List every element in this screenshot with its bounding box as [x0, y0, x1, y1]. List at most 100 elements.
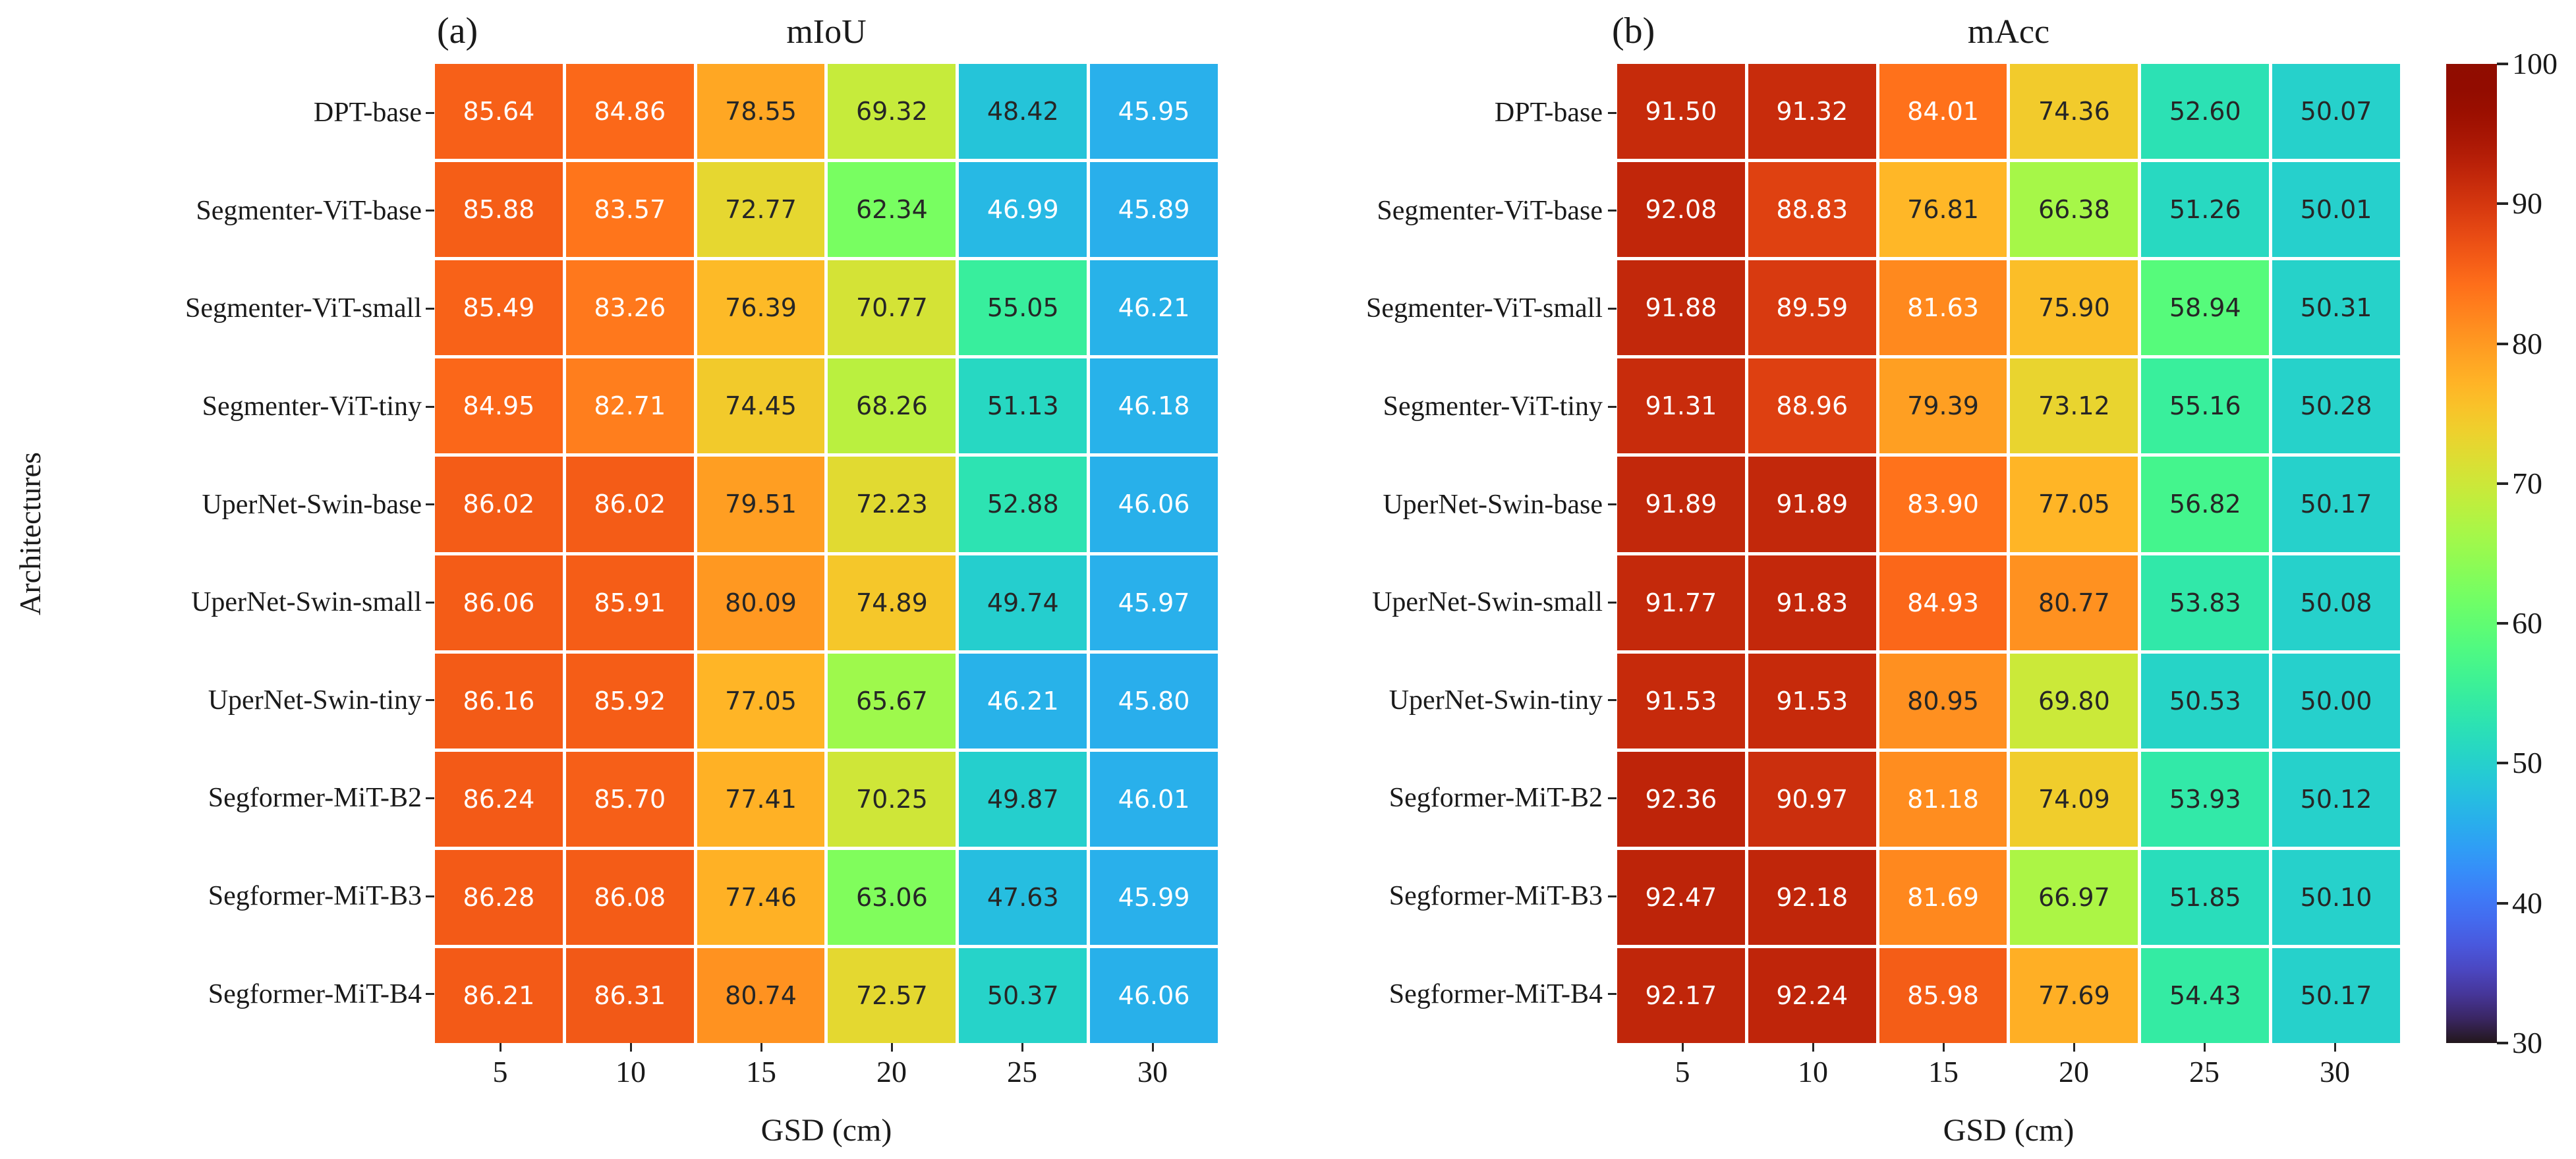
colorbar-tick-label: 90 — [2512, 186, 2542, 221]
row-label: Segformer-MiT-B2 — [1388, 783, 1603, 814]
heatmap-cell: 92.47 — [1617, 849, 1745, 945]
heatmap-cell: 51.13 — [959, 358, 1087, 454]
row-label: Segformer-MiT-B2 — [208, 783, 422, 814]
x-tick-label: 30 — [1137, 1055, 1168, 1088]
heatmap-cell: 50.12 — [2272, 751, 2400, 847]
x-tick-mark — [760, 1043, 762, 1052]
y-tick-mark — [1608, 797, 1617, 799]
heatmap-cell: 46.18 — [1090, 358, 1218, 454]
heatmap-cell: 81.63 — [1879, 260, 2007, 356]
x-tick-mark — [1151, 1043, 1154, 1052]
heatmap-cell: 65.67 — [828, 653, 956, 749]
x-tick-label: 5 — [492, 1055, 508, 1088]
heatmap-cell: 46.99 — [959, 162, 1087, 258]
x-tick-mark — [499, 1043, 501, 1052]
heatmap-cell: 50.17 — [2272, 457, 2400, 552]
heatmap-cell: 55.05 — [959, 260, 1087, 356]
heatmap-cell: 80.77 — [2010, 555, 2138, 650]
heatmap-cell: 45.80 — [1090, 653, 1218, 749]
heatmap-cell: 85.98 — [1879, 947, 2007, 1043]
colorbar-tick-mark — [2497, 342, 2508, 345]
heatmap-cell: 80.09 — [697, 555, 825, 650]
heatmap-cell: 55.16 — [2141, 358, 2270, 454]
heatmap-cell: 74.09 — [2010, 751, 2138, 847]
y-tick-mark — [1608, 601, 1617, 604]
heatmap-cell: 54.43 — [2141, 947, 2270, 1043]
heatmap-cell: 91.89 — [1748, 457, 1876, 552]
heatmap-cell: 50.08 — [2272, 555, 2400, 650]
x-tick-mark — [2203, 1043, 2206, 1052]
heatmap-cell: 63.06 — [828, 849, 956, 945]
heatmap-cell: 91.53 — [1748, 653, 1876, 749]
heatmap-cell: 86.28 — [435, 849, 563, 945]
heatmap-cell: 68.26 — [828, 358, 956, 454]
colorbar-tick-label: 40 — [2512, 886, 2542, 920]
heatmap-cell: 69.80 — [2010, 653, 2138, 749]
x-tick-mark — [629, 1043, 632, 1052]
x-tick-mark — [1812, 1043, 1814, 1052]
row-label: Segmenter-ViT-base — [1377, 195, 1603, 226]
heatmap-cell: 83.26 — [565, 260, 694, 356]
x-tick-label: 20 — [876, 1055, 907, 1088]
heatmap-cell: 50.31 — [2272, 260, 2400, 356]
heatmap-cell: 85.88 — [435, 162, 563, 258]
heatmap-cell: 53.83 — [2141, 555, 2270, 650]
row-label: UperNet-Swin-tiny — [208, 685, 422, 716]
panel-b-tag: (b) — [1612, 11, 1655, 51]
heatmap-cell: 46.06 — [1090, 947, 1218, 1043]
heatmap-cell: 82.71 — [565, 358, 694, 454]
heatmap-cell: 50.07 — [2272, 64, 2400, 159]
row-label: Segformer-MiT-B4 — [208, 978, 422, 1009]
heatmap-cell: 77.41 — [697, 751, 825, 847]
y-tick-mark — [426, 895, 434, 897]
y-tick-mark — [1608, 503, 1617, 506]
heatmap-cell: 84.93 — [1879, 555, 2007, 650]
colorbar-tick-label: 60 — [2512, 606, 2542, 640]
heatmap-cell: 77.46 — [697, 849, 825, 945]
heatmap-cell: 49.87 — [959, 751, 1087, 847]
heatmap-cell: 76.81 — [1879, 162, 2007, 258]
y-tick-mark — [1608, 405, 1617, 408]
row-label: Segformer-MiT-B3 — [1388, 881, 1603, 912]
heatmap-cell: 77.05 — [2010, 457, 2138, 552]
heatmap-cell: 62.34 — [828, 162, 956, 258]
row-label: UperNet-Swin-small — [1372, 587, 1603, 618]
heatmap-grid-macc: 91.50 91.32 84.01 74.36 52.60 50.07 92.08 88.83… — [1617, 64, 2400, 1043]
heatmap-cell: 49.74 — [959, 555, 1087, 650]
heatmap-cell: 56.82 — [2141, 457, 2270, 552]
heatmap-cell: 86.08 — [565, 849, 694, 945]
x-tick-label: 10 — [615, 1055, 646, 1088]
heatmap-cell: 81.69 — [1879, 849, 2007, 945]
heatmap-cell: 92.08 — [1617, 162, 1745, 258]
row-label: Segformer-MiT-B3 — [208, 881, 422, 912]
heatmap-cell: 46.21 — [1090, 260, 1218, 356]
heatmap-cell: 45.89 — [1090, 162, 1218, 258]
heatmap-cell: 91.53 — [1617, 653, 1745, 749]
row-label: Segmenter-ViT-tiny — [202, 391, 422, 422]
heatmap-cell: 51.85 — [2141, 849, 2270, 945]
y-tick-mark — [426, 210, 434, 212]
heatmap-cell: 77.69 — [2010, 947, 2138, 1043]
panel-a-title: mIoU — [786, 13, 867, 51]
heatmap-cell: 51.26 — [2141, 162, 2270, 258]
heatmap-cell: 91.77 — [1617, 555, 1745, 650]
heatmap-cell: 90.97 — [1748, 751, 1876, 847]
y-tick-mark — [1608, 111, 1617, 114]
y-tick-mark — [426, 405, 434, 408]
row-label: Segformer-MiT-B4 — [1388, 978, 1603, 1009]
heatmap-cell: 75.90 — [2010, 260, 2138, 356]
heatmap-cell: 45.95 — [1090, 64, 1218, 159]
row-label: DPT-base — [1494, 98, 1603, 128]
colorbar-tick-label: 80 — [2512, 326, 2542, 360]
heatmap-cell: 70.25 — [828, 751, 956, 847]
heatmap-cell: 79.39 — [1879, 358, 2007, 454]
heatmap-cell: 78.55 — [697, 64, 825, 159]
y-tick-mark — [1608, 210, 1617, 212]
y-tick-mark — [426, 797, 434, 799]
heatmap-cell: 50.37 — [959, 947, 1087, 1043]
heatmap-cell: 74.45 — [697, 358, 825, 454]
row-label: Segmenter-ViT-small — [1365, 293, 1603, 324]
heatmap-cell: 69.32 — [828, 64, 956, 159]
heatmap-cell: 86.31 — [565, 947, 694, 1043]
colorbar-tick-mark — [2497, 202, 2508, 206]
